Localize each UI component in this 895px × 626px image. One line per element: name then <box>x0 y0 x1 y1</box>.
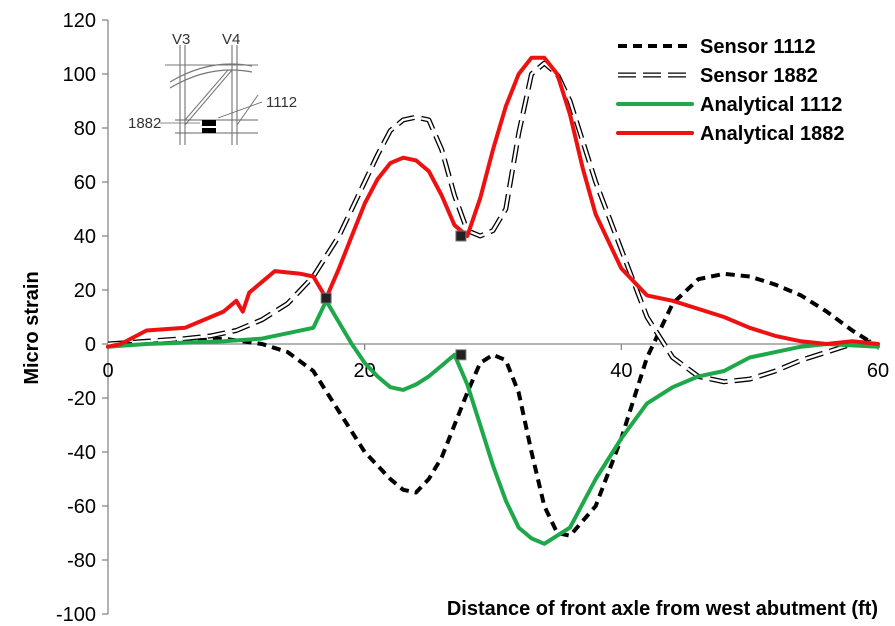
marker-layer <box>321 231 466 360</box>
y-tick-label: -60 <box>67 496 96 518</box>
y-tick-label: 0 <box>85 334 96 356</box>
x-tick-label: 60 <box>867 360 889 382</box>
x-axis-title: Distance of front axle from west abutmen… <box>447 598 878 620</box>
legend-item: Sensor 1112 <box>618 36 816 58</box>
legend-label: Analytical 1882 <box>700 123 845 145</box>
y-tick-label: 60 <box>74 172 96 194</box>
y-ticks: -100 -80 -60 -40 -20 0 20 40 60 80 100 120 <box>56 10 108 626</box>
legend-label: Analytical 1112 <box>700 94 842 116</box>
legend: Sensor 1112 Sensor 1882 Analytical 1112 Ana… <box>618 36 845 145</box>
series-line-analytical-1112 <box>108 301 878 544</box>
data-marker <box>456 231 466 241</box>
y-tick-label: 80 <box>74 118 96 140</box>
y-tick-label: 120 <box>63 10 96 32</box>
legend-label: Sensor 1112 <box>700 36 816 58</box>
x-tick-label: 0 <box>102 360 113 382</box>
legend-label: Sensor 1882 <box>700 65 818 87</box>
x-ticks: 0 20 40 60 <box>102 344 889 382</box>
y-tick-label: -80 <box>67 550 96 572</box>
legend-item: Analytical 1112 <box>618 94 842 116</box>
y-axis-title: Micro strain <box>21 271 43 384</box>
legend-item: Sensor 1882 <box>618 65 818 87</box>
y-tick-label: 100 <box>63 64 96 86</box>
data-marker <box>321 293 331 303</box>
inset-label-v4: V4 <box>222 31 240 48</box>
inset-label-1112: 1112 <box>266 94 297 111</box>
y-tick-label: -20 <box>67 388 96 410</box>
bridge-inset-diagram: V3 V4 1882 1112 <box>128 31 297 145</box>
y-tick-label: 40 <box>74 226 96 248</box>
inset-label-1882: 1882 <box>128 115 161 132</box>
y-tick-label: 20 <box>74 280 96 302</box>
data-marker <box>456 350 466 360</box>
y-tick-label: -100 <box>56 604 96 626</box>
y-tick-label: -40 <box>67 442 96 464</box>
x-tick-label: 40 <box>610 360 632 382</box>
inset-label-v3: V3 <box>172 31 190 48</box>
legend-item: Analytical 1882 <box>618 123 845 145</box>
